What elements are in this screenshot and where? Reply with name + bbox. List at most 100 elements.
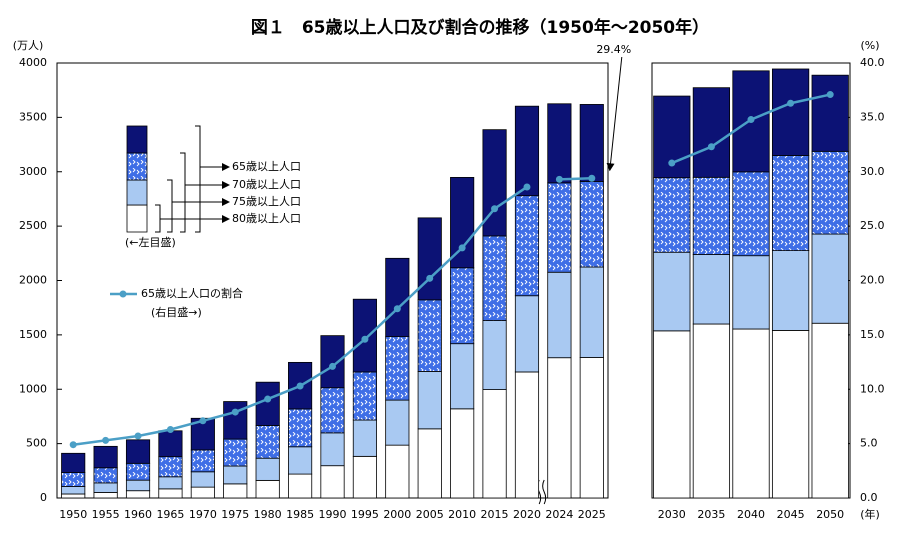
y2-tick-label: 10.0	[860, 382, 885, 395]
bar	[61, 452, 86, 473]
line-marker	[523, 183, 531, 191]
legend-bracket	[155, 204, 161, 233]
bar	[653, 177, 691, 253]
y-tick-label: 3000	[19, 165, 47, 178]
bar	[417, 217, 442, 301]
bar	[255, 457, 280, 481]
line-marker	[329, 362, 336, 370]
line-marker	[787, 99, 795, 107]
bar	[579, 357, 604, 499]
line-marker	[231, 408, 239, 416]
bar	[482, 235, 507, 321]
bar	[255, 381, 280, 426]
bar	[811, 74, 849, 152]
bar	[450, 177, 475, 269]
bar	[771, 250, 810, 331]
bar	[482, 129, 507, 237]
bar	[450, 267, 475, 345]
bar	[223, 401, 248, 440]
bar	[385, 399, 410, 446]
bar	[547, 357, 572, 499]
legend-label: 80歳以上人口	[232, 212, 301, 225]
x-tick-label: 2010	[448, 508, 476, 521]
bar	[288, 473, 313, 499]
bar	[514, 295, 540, 373]
bar	[223, 483, 248, 499]
bar	[417, 371, 442, 430]
bar	[692, 87, 731, 178]
line-marker	[264, 395, 272, 403]
x-tick-label: 2015	[481, 508, 509, 521]
bar	[158, 488, 183, 499]
legend-swatch	[126, 152, 148, 181]
bar	[320, 432, 345, 467]
legend-swatch	[126, 125, 148, 154]
y2-tick-label: 5.0	[860, 437, 878, 450]
x-tick-label: 1990	[319, 508, 347, 521]
x-tick-label: 1950	[59, 508, 87, 521]
bar	[288, 408, 313, 448]
line-marker	[491, 205, 499, 213]
bar	[125, 479, 151, 492]
bar	[547, 182, 572, 273]
bar	[288, 446, 313, 475]
line-marker	[296, 382, 304, 390]
bar	[158, 430, 183, 458]
legend-bracket	[180, 152, 186, 233]
bar	[482, 320, 507, 390]
y2-tick-label: 35.0	[860, 110, 885, 123]
x-tick-label: 2005	[416, 508, 444, 521]
bar	[352, 371, 377, 421]
legend-label: 70歳以上人口	[232, 178, 301, 191]
y-tick-label: 500	[26, 437, 47, 450]
y2-tick-label: 30.0	[860, 165, 885, 178]
legend-label: 75歳以上人口	[232, 195, 301, 208]
x-tick-label: 1975	[221, 508, 249, 521]
legend-bracket	[195, 125, 201, 233]
bar	[653, 330, 691, 499]
chart-title: 図１ 65歳以上人口及び割合の推移（1950年～2050年）	[251, 17, 709, 38]
y-tick-label: 4000	[19, 56, 47, 69]
bar	[320, 335, 345, 389]
x-tick-label: 2050	[816, 508, 844, 521]
bar	[125, 490, 151, 499]
line-marker	[199, 417, 207, 425]
legend-note: (←左目盛)	[125, 235, 176, 249]
y2-tick-label: 25.0	[860, 219, 885, 232]
bar	[223, 465, 248, 485]
legend-swatch	[126, 204, 148, 233]
bar	[352, 455, 377, 499]
bar	[93, 482, 118, 493]
bar	[579, 181, 604, 268]
bar	[190, 486, 215, 499]
x-tick-label: 2030	[658, 508, 686, 521]
bar	[385, 257, 410, 338]
bar	[692, 254, 731, 325]
bar	[223, 438, 248, 467]
bar	[579, 104, 604, 182]
y-tick-label: 0	[40, 491, 47, 504]
bar	[417, 428, 442, 499]
bar	[61, 472, 86, 487]
bar	[450, 343, 475, 410]
bar	[547, 103, 572, 184]
bar	[61, 493, 86, 499]
bar	[352, 419, 377, 457]
line-marker	[166, 425, 174, 433]
legend-bracket	[167, 179, 173, 233]
y-tick-label: 3500	[19, 110, 47, 123]
bar	[93, 467, 118, 484]
legend-marker	[119, 290, 127, 298]
legend-note: (右目盛→)	[151, 305, 202, 319]
legend-swatch	[126, 179, 148, 206]
y2-tick-label: 40.0	[860, 56, 885, 69]
bar	[125, 439, 151, 464]
bar	[692, 323, 731, 499]
y2-axis-label: (%)	[860, 39, 879, 52]
x-tick-label: 1995	[351, 508, 379, 521]
x-axis-label: (年)	[860, 507, 880, 521]
line-marker	[102, 436, 110, 444]
x-tick-label: 1965	[156, 508, 184, 521]
bar	[732, 255, 770, 330]
